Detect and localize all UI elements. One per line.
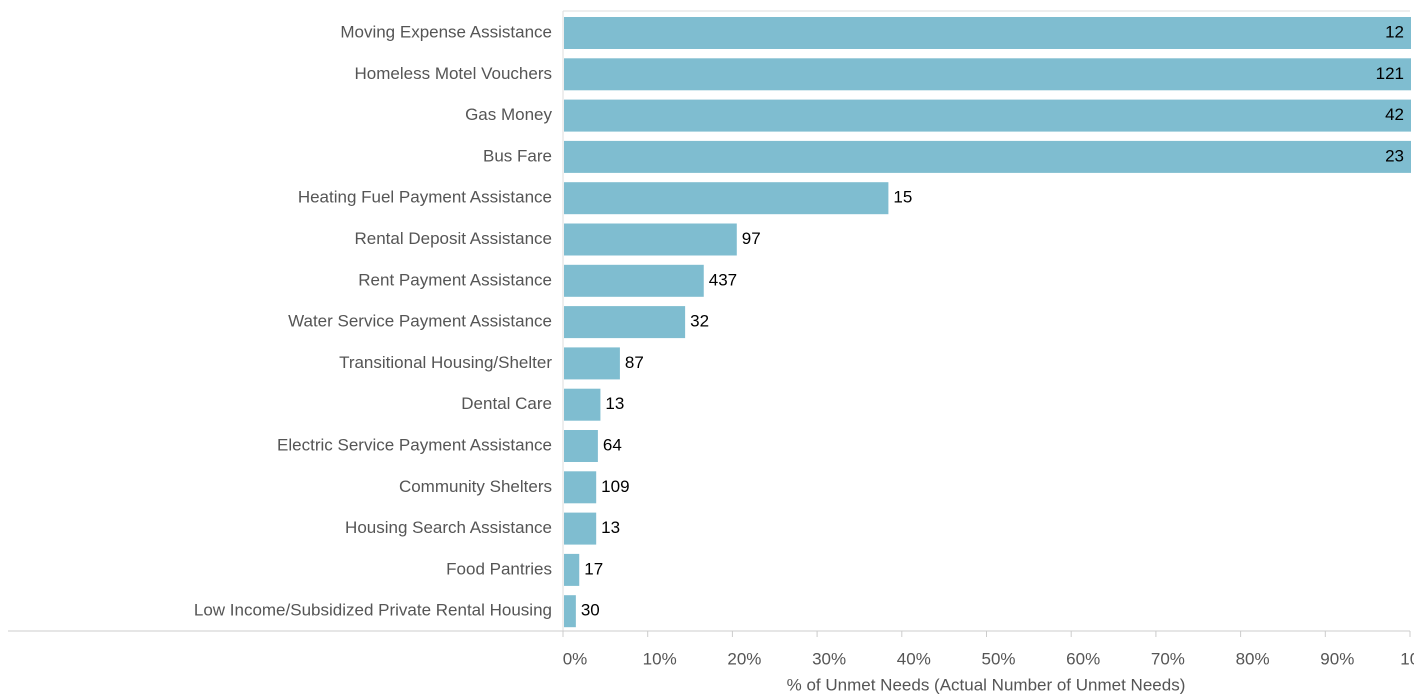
x-axis-label: % of Unmet Needs (Actual Number of Unmet… — [787, 675, 1186, 694]
y-tick-label: Low Income/Subsidized Private Rental Hou… — [194, 601, 552, 620]
x-tick-label: 0% — [563, 649, 588, 668]
y-tick-label: Water Service Payment Assistance — [288, 312, 552, 331]
data-label: 97 — [742, 229, 761, 248]
bar — [564, 58, 1411, 91]
bar — [564, 140, 1411, 173]
x-tick-label: 80% — [1236, 649, 1270, 668]
bar — [564, 471, 597, 504]
data-label: 42 — [1385, 105, 1404, 124]
data-label: 13 — [601, 518, 620, 537]
data-label: 17 — [584, 559, 603, 578]
y-tick-label: Gas Money — [465, 105, 552, 124]
bar — [564, 99, 1411, 132]
bar — [564, 553, 580, 586]
y-tick-label: Housing Search Assistance — [345, 518, 552, 537]
y-tick-label: Heating Fuel Payment Assistance — [298, 188, 552, 207]
bar — [564, 595, 576, 628]
bar — [564, 223, 737, 256]
y-tick-label: Homeless Motel Vouchers — [355, 64, 552, 83]
y-tick-label: Dental Care — [461, 394, 552, 413]
data-label: 23 — [1385, 146, 1404, 165]
data-label: 12 — [1385, 22, 1404, 41]
data-label: 32 — [690, 312, 709, 331]
x-tick-label: 10% — [643, 649, 677, 668]
y-tick-label: Moving Expense Assistance — [340, 22, 552, 41]
y-tick-label: Electric Service Payment Assistance — [277, 435, 552, 454]
x-tick-label: 30% — [812, 649, 846, 668]
bar — [564, 182, 889, 215]
y-tick-label: Rent Payment Assistance — [358, 270, 552, 289]
y-tick-label: Rental Deposit Assistance — [355, 229, 553, 248]
bar — [564, 430, 598, 462]
bar — [564, 17, 1411, 49]
x-tick-label: 40% — [897, 649, 931, 668]
y-tick-label: Bus Fare — [483, 146, 552, 165]
y-tick-label: Food Pantries — [446, 559, 552, 578]
data-label: 64 — [603, 435, 622, 454]
y-tick-label: Transitional Housing/Shelter — [339, 353, 552, 372]
data-label: 30 — [581, 601, 600, 620]
x-tick-label: 70% — [1151, 649, 1185, 668]
bar — [564, 264, 704, 297]
x-tick-label: 20% — [727, 649, 761, 668]
data-label: 13 — [605, 394, 624, 413]
data-label: 437 — [709, 270, 737, 289]
x-tick-label: 50% — [981, 649, 1015, 668]
x-tick-label: 60% — [1066, 649, 1100, 668]
bar — [564, 512, 597, 545]
bar — [564, 388, 601, 421]
bar — [564, 306, 686, 339]
data-label: 121 — [1376, 64, 1404, 83]
data-label: 87 — [625, 353, 644, 372]
x-tick-label: 100% — [1400, 649, 1414, 668]
data-label: 15 — [893, 188, 912, 207]
y-tick-label: Community Shelters — [399, 477, 552, 496]
data-label: 109 — [601, 477, 629, 496]
x-tick-label: 90% — [1320, 649, 1354, 668]
bar — [564, 347, 620, 380]
